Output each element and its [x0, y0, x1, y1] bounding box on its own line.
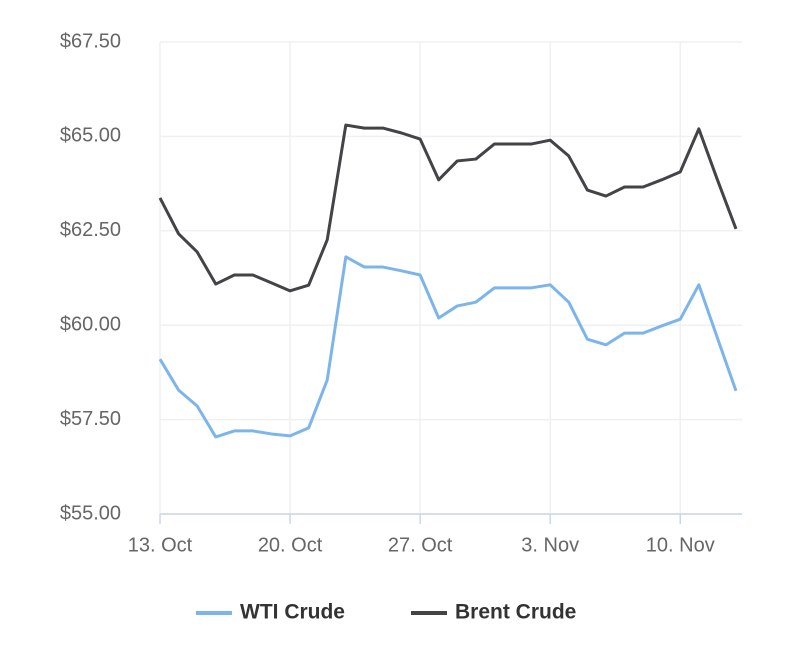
legend-label: Brent Crude — [455, 601, 576, 624]
y-tick-label: $67.50 — [60, 30, 121, 52]
x-tick-label: 3. Nov — [521, 534, 579, 556]
legend-label: WTI Crude — [240, 601, 345, 624]
y-tick-label: $60.00 — [60, 313, 121, 335]
line-series — [158, 255, 738, 439]
x-tick-label: 27. Oct — [388, 534, 453, 556]
x-tick-label: 13. Oct — [128, 534, 193, 556]
y-tick-label: $62.50 — [60, 219, 121, 241]
y-tick-label: $65.00 — [60, 125, 121, 147]
y-tick-label: $55.00 — [60, 502, 121, 524]
line-series — [158, 123, 738, 293]
x-tick-label: 20. Oct — [258, 534, 323, 556]
x-tick-label: 10. Nov — [646, 534, 715, 556]
y-tick-label: $57.50 — [60, 408, 121, 430]
